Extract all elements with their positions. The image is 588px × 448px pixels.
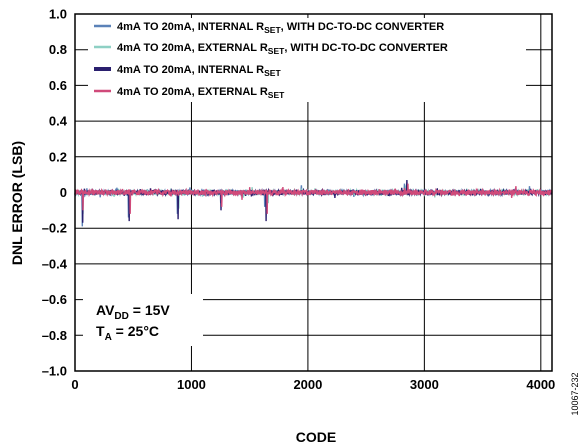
- y-tick-label: 0.4: [49, 114, 68, 129]
- y-tick-label: 1.0: [49, 7, 67, 22]
- y-tick-label: –0.8: [42, 328, 67, 343]
- y-tick-label: –0.2: [42, 221, 67, 236]
- legend-entry: 4mA TO 20mA, INTERNAL RSET, WITH DC-TO-D…: [117, 21, 444, 35]
- legend-entry: 4mA TO 20mA, EXTERNAL RSET, WITH DC-TO-D…: [117, 42, 448, 56]
- y-tick-label: 0.8: [49, 42, 67, 57]
- figure-id: 10067-232: [570, 372, 580, 415]
- y-tick-label: –0.4: [42, 256, 68, 271]
- series-line: [74, 179, 553, 223]
- plot-frame: [74, 13, 553, 372]
- legend: 4mA TO 20mA, INTERNAL RSET, WITH DC-TO-D…: [88, 18, 526, 102]
- y-tick-label: 0.6: [49, 78, 67, 93]
- conditions-annotation: AVDD = 15V TA = 25°C: [83, 294, 203, 346]
- series-lines: [74, 179, 553, 227]
- x-axis-label: CODE: [296, 429, 336, 445]
- y-tick-label: –1.0: [42, 364, 67, 379]
- tick-labels: 1.0 0.8 0.6 0.4 0.2 0 –0.2 –0.4 –0.6 –0.8 –1.0 0 100…: [42, 7, 556, 393]
- annotation-avdd: AVDD = 15V: [96, 302, 170, 322]
- x-tick-label: 4000: [526, 377, 555, 392]
- annotation-ta: TA = 25°C: [96, 323, 159, 343]
- x-tick-label: 1000: [177, 377, 206, 392]
- series-line: [74, 183, 553, 214]
- legend-entry: 4mA TO 20mA, EXTERNAL RSET: [117, 86, 285, 100]
- y-tick-label: 0: [60, 185, 67, 200]
- y-axis-label: DNL ERROR (LSB): [9, 141, 25, 265]
- y-tick-label: 0.2: [49, 149, 67, 164]
- x-tick-label: 3000: [410, 377, 439, 392]
- y-tick-label: –0.6: [42, 292, 67, 307]
- x-tick-label: 2000: [293, 377, 322, 392]
- legend-box: [88, 18, 526, 102]
- legend-entry: 4mA TO 20mA, INTERNAL RSET: [117, 64, 281, 78]
- x-tick-label: 0: [71, 377, 78, 392]
